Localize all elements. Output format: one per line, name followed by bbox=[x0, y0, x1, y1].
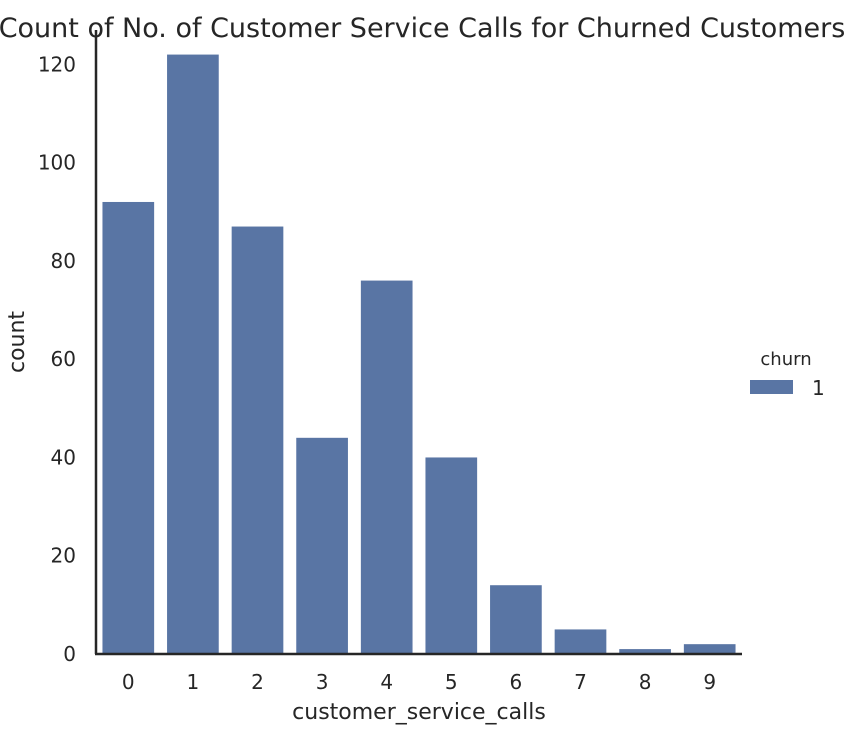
y-tick-label: 60 bbox=[51, 347, 76, 371]
bar-2 bbox=[231, 226, 284, 655]
chart-title: Count of No. of Customer Service Calls f… bbox=[0, 13, 845, 44]
y-axis-label: count bbox=[5, 311, 30, 373]
legend: churn 1 bbox=[750, 349, 825, 400]
y-tick-label: 120 bbox=[38, 52, 76, 76]
legend-swatch bbox=[750, 380, 793, 394]
bars-group bbox=[102, 54, 736, 655]
x-tick-label: 7 bbox=[574, 670, 587, 694]
x-tick-label: 9 bbox=[703, 670, 716, 694]
x-tick-label: 2 bbox=[251, 670, 264, 694]
legend-title: churn bbox=[760, 349, 811, 370]
y-tick-label: 80 bbox=[51, 249, 76, 273]
bar-0 bbox=[102, 201, 155, 654]
y-tick-label: 100 bbox=[38, 151, 76, 175]
bar-8 bbox=[619, 649, 671, 654]
x-tick-label: 0 bbox=[122, 670, 135, 694]
x-axis-label: customer_service_calls bbox=[292, 700, 546, 725]
x-tick-label: 8 bbox=[639, 670, 652, 694]
x-tick-label: 1 bbox=[187, 670, 200, 694]
y-tick-label: 0 bbox=[63, 642, 76, 666]
x-tick-label: 3 bbox=[316, 670, 329, 694]
bar-3 bbox=[296, 437, 348, 654]
bar-7 bbox=[554, 629, 607, 654]
x-tick-label: 4 bbox=[380, 670, 393, 694]
bar-6 bbox=[490, 585, 542, 654]
legend-label: 1 bbox=[812, 376, 825, 400]
y-tick-label: 40 bbox=[51, 445, 76, 469]
y-tick-label: 20 bbox=[51, 544, 76, 568]
bar-9 bbox=[683, 644, 736, 654]
bar-4 bbox=[360, 280, 413, 654]
bar-1 bbox=[167, 54, 219, 654]
x-tick-label: 5 bbox=[445, 670, 458, 694]
x-tick-labels: 0 1 2 3 4 5 6 7 8 9 bbox=[122, 670, 716, 694]
x-tick-label: 6 bbox=[510, 670, 523, 694]
bar-5 bbox=[425, 457, 478, 654]
y-tick-labels: 0 20 40 60 80 100 120 bbox=[38, 52, 76, 666]
